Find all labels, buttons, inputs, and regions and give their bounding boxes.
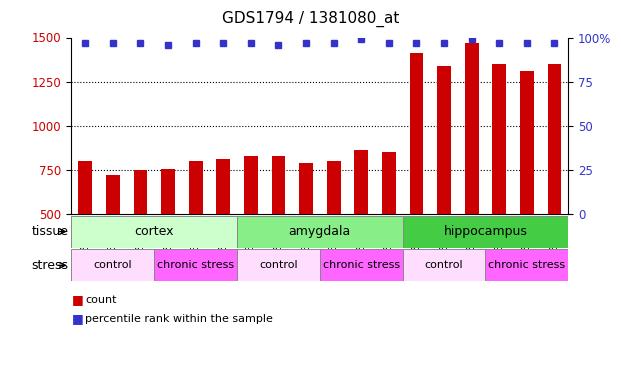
Bar xyxy=(402,249,486,281)
Text: tissue: tissue xyxy=(31,225,68,238)
Bar xyxy=(271,156,285,214)
Bar xyxy=(237,249,320,281)
Text: control: control xyxy=(259,260,297,270)
Bar xyxy=(355,150,368,214)
Bar xyxy=(548,64,561,214)
Bar xyxy=(320,249,402,281)
Bar xyxy=(78,161,92,214)
Text: cortex: cortex xyxy=(135,225,174,238)
Text: percentile rank within the sample: percentile rank within the sample xyxy=(85,314,273,324)
Bar xyxy=(402,216,568,248)
Bar xyxy=(134,170,147,214)
Text: chronic stress: chronic stress xyxy=(157,260,234,270)
Bar xyxy=(327,161,340,214)
Bar xyxy=(161,169,175,214)
Text: amygdala: amygdala xyxy=(289,225,351,238)
Text: count: count xyxy=(85,295,117,305)
Text: ■: ■ xyxy=(71,312,83,325)
Bar xyxy=(237,216,402,248)
Bar xyxy=(520,71,533,214)
Text: control: control xyxy=(94,260,132,270)
Bar xyxy=(486,249,568,281)
Bar xyxy=(492,64,506,214)
Bar xyxy=(409,53,424,214)
Text: stress: stress xyxy=(31,259,68,272)
Bar xyxy=(299,163,313,214)
Text: chronic stress: chronic stress xyxy=(323,260,400,270)
Bar xyxy=(465,43,479,214)
Text: control: control xyxy=(425,260,463,270)
Bar xyxy=(216,159,230,214)
Text: hippocampus: hippocampus xyxy=(443,225,527,238)
Bar xyxy=(189,161,202,214)
Bar xyxy=(71,216,237,248)
Text: ■: ■ xyxy=(71,294,83,306)
Bar xyxy=(71,249,154,281)
Text: GDS1794 / 1381080_at: GDS1794 / 1381080_at xyxy=(222,11,399,27)
Bar xyxy=(106,175,120,214)
Text: chronic stress: chronic stress xyxy=(488,260,565,270)
Bar xyxy=(437,66,451,214)
Bar xyxy=(244,156,258,214)
Bar xyxy=(382,152,396,214)
Bar xyxy=(154,249,237,281)
